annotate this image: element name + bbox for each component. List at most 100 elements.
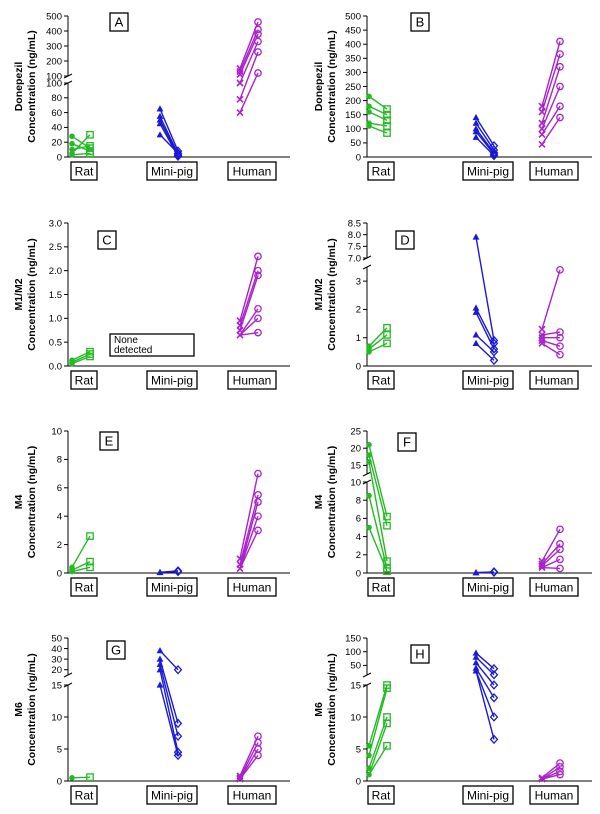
category-box [529, 577, 579, 597]
connector-line [239, 41, 259, 84]
connector-line [239, 501, 259, 569]
connector-line [475, 342, 495, 361]
category-box [529, 161, 579, 181]
y-tick-label: 0 [356, 568, 361, 579]
category-label: Human [233, 374, 272, 388]
data-point-post [383, 116, 391, 125]
category-label: Rat [372, 581, 391, 595]
data-point-post [556, 82, 564, 91]
y-tick-label: 1.5 [49, 290, 62, 301]
series-human [236, 18, 262, 117]
data-point-pre [472, 331, 480, 338]
panel-e: 0 2 4 6 8 10 M4 Concentration (ng/mL) E Rat Mini-p… [13, 426, 290, 597]
category-box [70, 370, 98, 390]
data-point-post [254, 252, 262, 261]
data-point-pre [156, 660, 164, 668]
y-tick-label: 2.5 [49, 242, 62, 253]
data-point-post [254, 526, 262, 535]
data-point-post [86, 144, 94, 152]
y-tick-label: 150 [345, 633, 361, 644]
data-point-pre [156, 105, 164, 112]
category-label: Mini-pig [151, 374, 193, 388]
data-point-post [173, 718, 183, 729]
data-point-pre [366, 93, 372, 100]
panel-letter-box [410, 644, 430, 664]
data-point-post [489, 712, 499, 722]
panel-letter-box [97, 230, 117, 250]
y-tick-label: 0 [356, 152, 361, 163]
series-human [538, 759, 564, 783]
y-tick-label: 3.0 [49, 218, 62, 229]
connector-line [475, 670, 495, 740]
connector-line [239, 515, 259, 569]
category-label: Rat [75, 789, 94, 803]
data-point-post [489, 567, 499, 578]
category-box [227, 577, 277, 597]
y-tick-label: 200 [345, 96, 361, 107]
series-rat [69, 532, 94, 575]
y-tick-label: 80 [51, 93, 62, 104]
category-label: Human [535, 581, 574, 595]
data-point-post [383, 741, 391, 750]
data-point-pre [538, 130, 546, 139]
y-tick-label: 0 [57, 568, 62, 579]
data-point-pre [236, 70, 244, 79]
series-mini-pig [156, 105, 183, 162]
data-point-post [489, 344, 499, 354]
connector-line [159, 684, 179, 756]
connector-line [239, 29, 259, 72]
y-tick-label: 10 [51, 712, 62, 723]
connector-line [159, 658, 179, 724]
data-point-post [556, 333, 564, 342]
y-tick-label: 100 [46, 78, 62, 89]
y-axis-label: Donepezil [313, 62, 325, 112]
y-axis-label: Concentration (ng/mL) [326, 30, 338, 143]
data-point-post [556, 525, 564, 534]
y-tick-label: 15 [350, 680, 361, 691]
data-point-pre [236, 555, 244, 563]
y-axis-label: Concentration (ng/mL) [26, 446, 38, 559]
data-point-pre [538, 334, 546, 342]
connector-line [541, 53, 561, 113]
category-box [367, 785, 395, 805]
category-box [462, 370, 514, 390]
data-point-post [254, 18, 262, 26]
y-tick-label: 40 [51, 123, 62, 134]
y-tick-label: 2.0 [49, 266, 62, 277]
connector-line [368, 684, 388, 746]
category-box [462, 785, 514, 805]
data-point-post [556, 767, 564, 776]
category-box [367, 577, 395, 597]
data-point-post [254, 69, 262, 77]
y-tick-label: 0.0 [49, 361, 62, 372]
y-tick-label: 0 [356, 776, 361, 787]
connector-line [475, 236, 495, 341]
data-point-pre [156, 112, 164, 119]
y-tick-label: 0 [57, 152, 62, 163]
series-human [236, 732, 262, 783]
category-box [146, 370, 198, 390]
series-rat [366, 681, 391, 778]
data-point-post [86, 130, 94, 139]
data-point-pre [366, 452, 372, 458]
data-point-post [556, 113, 564, 122]
y-tick-label: 100 [46, 71, 62, 82]
connector-line [239, 308, 259, 336]
y-tick-label: 500 [46, 11, 62, 22]
connector-line [71, 535, 91, 568]
axis-break-mark [362, 264, 372, 270]
data-point-post [489, 693, 499, 703]
data-point-pre [236, 565, 244, 573]
y-tick-label: 6 [57, 483, 62, 494]
data-point-post [86, 557, 94, 566]
category-box [529, 370, 579, 390]
category-box [462, 161, 514, 181]
connector-line [368, 688, 388, 756]
data-point-pre [538, 119, 546, 127]
data-point-pre [472, 128, 480, 135]
data-point-pre [538, 102, 546, 110]
category-box [146, 161, 198, 181]
category-box [529, 785, 579, 805]
data-point-pre [366, 752, 372, 759]
